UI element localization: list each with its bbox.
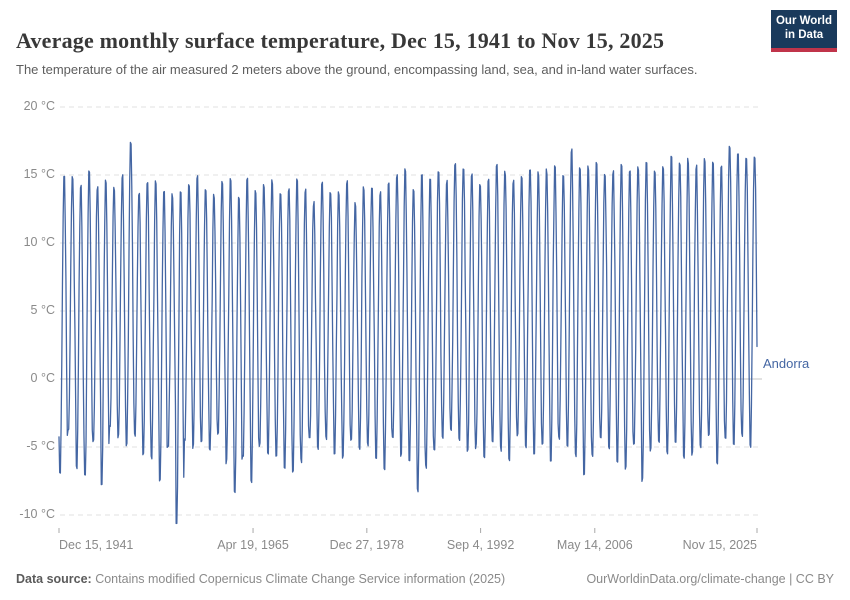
x-tick-label: Apr 19, 1965 <box>217 538 289 552</box>
x-tick-label: May 14, 2006 <box>556 538 633 552</box>
y-tick-label: -5 °C <box>26 439 55 453</box>
series-label-andorra[interactable]: Andorra <box>763 356 810 371</box>
x-axis-ticks <box>58 528 758 533</box>
owid-logo[interactable]: Our World in Data <box>771 10 837 52</box>
x-tick-label: Sep 4, 1992 <box>446 538 515 552</box>
data-source-value: Contains modified Copernicus Climate Cha… <box>91 572 506 586</box>
y-tick-label: 15 °C <box>23 167 55 181</box>
owid-cc-link[interactable]: OurWorldinData.org/climate-change | CC B… <box>586 572 834 586</box>
owid-logo-line2: in Data <box>784 28 824 41</box>
chart-title: Average monthly surface temperature, Dec… <box>16 27 665 53</box>
data-source-label: Data source: <box>16 572 92 586</box>
owid-logo-line1: Our World <box>775 15 832 27</box>
y-tick-label: 0 °C <box>30 371 55 385</box>
chart-subtitle: The temperature of the air measured 2 me… <box>16 62 698 77</box>
data-source-text: Data source: Contains modified Copernicu… <box>16 572 505 586</box>
y-tick-label: 10 °C <box>23 235 55 249</box>
y-tick-label: -10 °C <box>19 507 55 521</box>
y-tick-label: 20 °C <box>23 99 55 113</box>
y-tick-label: 5 °C <box>30 303 55 317</box>
temperature-line[interactable] <box>58 141 758 525</box>
x-tick-label: Dec 27, 1978 <box>329 538 404 552</box>
x-tick-label: Nov 15, 2025 <box>682 538 757 552</box>
chart-footer: Data source: Contains modified Copernicu… <box>16 572 834 586</box>
x-tick-label: Dec 15, 1941 <box>59 538 134 552</box>
